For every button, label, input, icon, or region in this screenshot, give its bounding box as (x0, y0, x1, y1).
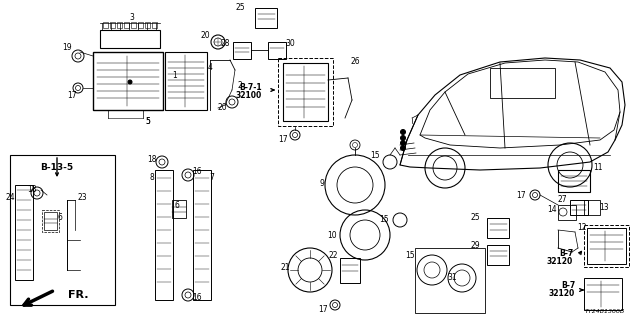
Text: B-7: B-7 (559, 249, 573, 258)
Circle shape (401, 146, 406, 150)
Bar (255, 8, 277, 28)
Text: B-7: B-7 (561, 281, 575, 290)
Text: TY24B1300B: TY24B1300B (585, 309, 625, 314)
Text: 19: 19 (62, 44, 72, 52)
Bar (268, 42, 286, 59)
Bar (193, 170, 211, 300)
Bar (415, 248, 485, 313)
Bar (487, 218, 509, 238)
Text: 14: 14 (547, 205, 557, 214)
Text: 3: 3 (129, 13, 134, 22)
Text: 9: 9 (319, 179, 324, 188)
Text: 8: 8 (150, 173, 154, 182)
Text: 1: 1 (173, 70, 177, 79)
Text: 7: 7 (209, 173, 214, 182)
Bar (15, 185, 33, 280)
Text: 2: 2 (237, 81, 243, 90)
Text: 6: 6 (58, 213, 63, 222)
Text: 32120: 32120 (547, 258, 573, 267)
Bar (152, 22, 157, 28)
Bar (10, 155, 115, 305)
Bar (278, 58, 333, 126)
Bar (93, 52, 163, 110)
Text: 30: 30 (285, 38, 295, 47)
Text: 13: 13 (599, 204, 609, 212)
Text: 24: 24 (5, 194, 15, 203)
Text: 25: 25 (235, 4, 245, 12)
Bar (283, 63, 328, 121)
Text: 22: 22 (328, 251, 338, 260)
Text: 29: 29 (470, 241, 480, 250)
Bar (558, 205, 576, 220)
Text: 23: 23 (77, 193, 87, 202)
Bar (145, 22, 150, 28)
Bar (103, 22, 108, 28)
Text: 15: 15 (379, 215, 389, 225)
Text: 17: 17 (67, 92, 77, 100)
Text: B-7-1: B-7-1 (239, 83, 262, 92)
Bar (558, 170, 590, 192)
Text: 12: 12 (577, 223, 587, 233)
Text: 17: 17 (318, 306, 328, 315)
Text: 11: 11 (593, 164, 603, 172)
Text: 18: 18 (147, 156, 157, 164)
Bar (570, 200, 588, 215)
Text: 28: 28 (220, 38, 230, 47)
Text: 15: 15 (405, 251, 415, 260)
Text: 20: 20 (217, 103, 227, 113)
Bar (155, 170, 173, 300)
Text: 31: 31 (447, 274, 457, 283)
Bar (490, 68, 555, 98)
Text: B-13-5: B-13-5 (40, 164, 74, 172)
Bar (233, 42, 251, 59)
Text: 16: 16 (192, 293, 202, 302)
Text: 5: 5 (145, 117, 150, 126)
Text: 26: 26 (350, 58, 360, 67)
Bar (100, 30, 160, 48)
Bar (110, 22, 115, 28)
Text: 17: 17 (516, 190, 526, 199)
Text: 4: 4 (207, 63, 212, 73)
Bar (117, 22, 122, 28)
Bar (138, 22, 143, 28)
Text: 15: 15 (370, 150, 380, 159)
Bar (587, 228, 626, 264)
Text: 27: 27 (557, 196, 567, 204)
Text: 32100: 32100 (236, 92, 262, 100)
Bar (584, 200, 600, 215)
Circle shape (401, 140, 406, 146)
Text: 18: 18 (28, 186, 36, 195)
Bar (487, 245, 509, 265)
Bar (165, 52, 207, 110)
Bar (124, 22, 129, 28)
Text: 21: 21 (280, 263, 290, 273)
Text: 25: 25 (470, 213, 480, 222)
Text: 5: 5 (145, 117, 150, 126)
Bar (172, 200, 186, 218)
Text: 20: 20 (200, 30, 210, 39)
Bar (44, 212, 57, 230)
Text: 32120: 32120 (548, 290, 575, 299)
Circle shape (401, 135, 406, 140)
Bar (42, 210, 59, 232)
Text: 16: 16 (192, 167, 202, 177)
Text: FR.: FR. (68, 290, 88, 300)
Bar (584, 225, 629, 267)
Bar (340, 258, 360, 283)
Text: 17: 17 (278, 135, 288, 145)
Text: 10: 10 (327, 230, 337, 239)
Bar (131, 22, 136, 28)
Circle shape (401, 130, 406, 134)
Text: 6: 6 (175, 201, 179, 210)
Bar (584, 278, 622, 310)
Circle shape (128, 80, 132, 84)
